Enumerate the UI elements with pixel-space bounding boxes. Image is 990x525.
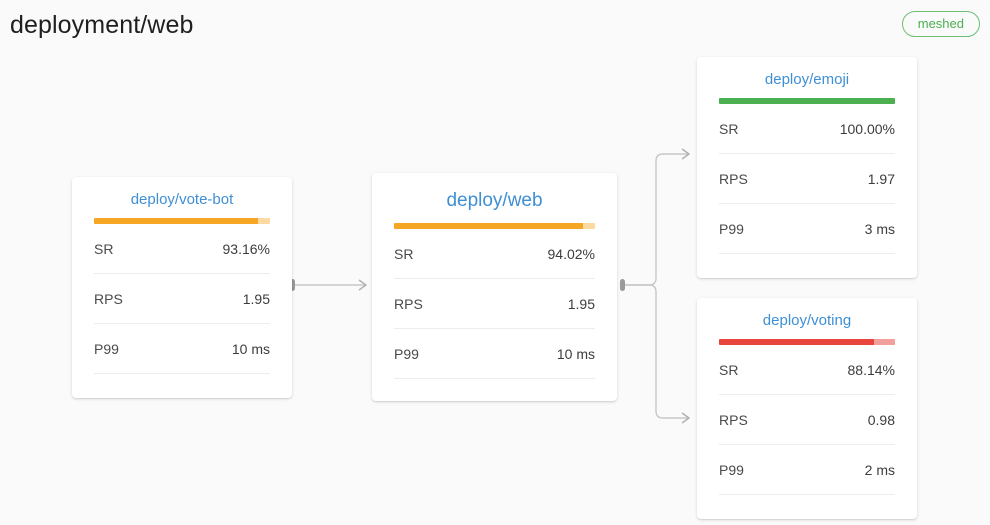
success-rate-bar — [719, 339, 895, 345]
node-title[interactable]: deploy/emoji — [764, 71, 850, 88]
metric-value: 3 ms — [864, 220, 895, 237]
node-title[interactable]: deploy/vote-bot — [130, 191, 234, 208]
success-rate-bar-fill — [719, 339, 875, 345]
node-title[interactable]: deploy/voting — [762, 312, 852, 329]
metric-value: 10 ms — [556, 345, 595, 362]
metric-value: 93.16% — [222, 240, 270, 257]
metric-row: RPS 1.95 — [94, 274, 270, 324]
status-badge-meshed: meshed — [901, 11, 980, 37]
metric-value: 94.02% — [547, 245, 595, 262]
metric-value: 10 ms — [231, 340, 270, 357]
node-card-voting[interactable]: deploy/voting SR 88.14% RPS 0.98 P99 2 m… — [697, 298, 917, 519]
success-rate-bar — [719, 98, 895, 104]
success-rate-bar-fill — [394, 223, 583, 229]
edge-arrowhead-icon — [358, 279, 368, 291]
success-rate-bar — [94, 218, 270, 224]
metric-row: SR 93.16% — [94, 224, 270, 274]
edge-line — [625, 153, 688, 286]
metric-label: P99 — [394, 345, 419, 362]
page-title: deployment/web — [10, 11, 194, 39]
edge-arrowhead-icon — [681, 148, 691, 160]
metric-label: P99 — [719, 220, 744, 237]
metric-label: P99 — [719, 461, 744, 478]
metric-row: RPS 1.95 — [394, 279, 595, 329]
metric-value: 1.95 — [567, 295, 595, 312]
success-rate-bar — [394, 223, 595, 229]
metric-row: P99 10 ms — [94, 324, 270, 374]
edge-arrowhead-icon — [681, 412, 691, 424]
metric-value: 0.98 — [867, 411, 895, 428]
edge-web-to-voting — [625, 284, 691, 424]
success-rate-bar-rest — [582, 223, 595, 229]
node-card-emoji[interactable]: deploy/emoji SR 100.00% RPS 1.97 P99 3 m… — [697, 57, 917, 278]
metric-row: P99 3 ms — [719, 204, 895, 254]
node-card-web[interactable]: deploy/web SR 94.02% RPS 1.95 P99 10 ms — [372, 173, 617, 401]
metric-row: SR 88.14% — [719, 345, 895, 395]
metric-rows: SR 100.00% RPS 1.97 P99 3 ms — [697, 104, 917, 254]
edge-origin-marker — [620, 279, 625, 291]
metric-row: SR 94.02% — [394, 229, 595, 279]
edge-vote-bot-to-web — [290, 279, 368, 291]
success-rate-bar-fill — [719, 98, 895, 104]
metric-label: SR — [719, 120, 739, 137]
metric-value: 88.14% — [847, 361, 895, 378]
metric-rows: SR 94.02% RPS 1.95 P99 10 ms — [372, 229, 617, 379]
metric-label: SR — [394, 245, 414, 262]
metric-label: RPS — [719, 170, 748, 187]
node-card-vote-bot[interactable]: deploy/vote-bot SR 93.16% RPS 1.95 P99 1… — [72, 177, 292, 398]
metric-label: SR — [719, 361, 739, 378]
metric-row: P99 2 ms — [719, 445, 895, 495]
metric-rows: SR 93.16% RPS 1.95 P99 10 ms — [72, 224, 292, 374]
metric-label: SR — [94, 240, 114, 257]
metric-row: RPS 0.98 — [719, 395, 895, 445]
metric-label: RPS — [719, 411, 748, 428]
metric-value: 100.00% — [839, 120, 895, 137]
metric-value: 1.97 — [867, 170, 895, 187]
success-rate-bar-rest — [874, 339, 895, 345]
metric-row: RPS 1.97 — [719, 154, 895, 204]
metric-label: RPS — [94, 290, 123, 307]
edge-line — [625, 284, 688, 419]
success-rate-bar-fill — [94, 218, 258, 224]
metric-row: P99 10 ms — [394, 329, 595, 379]
success-rate-bar-rest — [257, 218, 270, 224]
edge-web-to-emoji — [620, 148, 691, 291]
metric-label: P99 — [94, 340, 119, 357]
metric-label: RPS — [394, 295, 423, 312]
node-title[interactable]: deploy/web — [446, 190, 543, 211]
metric-row: SR 100.00% — [719, 104, 895, 154]
metric-value: 1.95 — [242, 290, 270, 307]
metric-rows: SR 88.14% RPS 0.98 P99 2 ms — [697, 345, 917, 495]
metric-value: 2 ms — [864, 461, 895, 478]
